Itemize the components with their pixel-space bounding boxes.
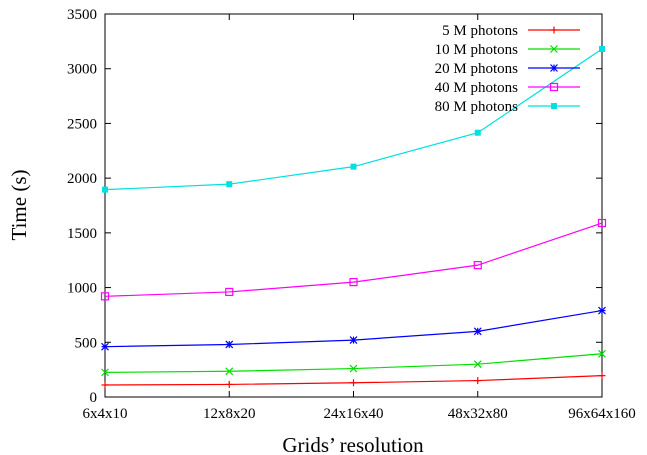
series-1 bbox=[101, 372, 606, 389]
series-3 bbox=[101, 306, 606, 351]
x-tick-label: 12x8x20 bbox=[203, 406, 256, 422]
point-marker bbox=[550, 64, 558, 72]
point-marker bbox=[598, 306, 606, 315]
marker-square bbox=[225, 287, 234, 297]
marker-square bbox=[102, 186, 108, 193]
marker-square bbox=[549, 82, 559, 92]
series-2 bbox=[101, 349, 606, 377]
point-marker bbox=[549, 82, 559, 92]
marker-stroke bbox=[550, 64, 558, 72]
point-marker bbox=[349, 278, 358, 287]
point-marker bbox=[349, 364, 358, 373]
legend-label: 10 M photons bbox=[435, 42, 519, 58]
point-marker bbox=[550, 45, 558, 53]
x-tick-label: 24x16x40 bbox=[324, 406, 384, 422]
marker-stroke bbox=[598, 306, 606, 315]
marker-square bbox=[474, 129, 481, 136]
x-tick-label: 96x64x160 bbox=[568, 406, 636, 422]
point-marker bbox=[101, 381, 109, 389]
y-tick-label: 500 bbox=[75, 335, 98, 351]
point-marker bbox=[225, 287, 234, 297]
legend-label: 40 M photons bbox=[435, 80, 519, 96]
point-marker bbox=[474, 377, 482, 385]
point-marker bbox=[598, 372, 606, 380]
point-marker bbox=[102, 186, 108, 193]
series-line bbox=[104, 222, 603, 297]
marker-stroke bbox=[225, 367, 234, 376]
legend-label: 5 M photons bbox=[442, 23, 518, 39]
legend-item: 80 M photons bbox=[435, 99, 580, 115]
y-axis: 0 500 1000 1500 2000 2500 3000 3500 bbox=[67, 7, 602, 406]
series-4 bbox=[100, 218, 607, 301]
point-marker bbox=[225, 367, 234, 376]
point-marker bbox=[101, 368, 109, 377]
marker-stroke bbox=[349, 336, 358, 345]
point-marker bbox=[101, 342, 109, 351]
point-marker bbox=[473, 327, 482, 336]
y-axis-label: Time (s) bbox=[7, 170, 31, 241]
marker-square bbox=[551, 103, 557, 109]
legend-label: 20 M photons bbox=[435, 61, 519, 77]
marker-stroke bbox=[101, 368, 109, 377]
marker-square bbox=[349, 278, 358, 287]
legend-item: 40 M photons bbox=[435, 80, 580, 96]
legend-item: 10 M photons bbox=[435, 42, 580, 58]
marker-square bbox=[473, 261, 482, 270]
y-tick-label: 0 bbox=[90, 390, 98, 406]
marker-square bbox=[100, 292, 110, 301]
point-marker bbox=[350, 379, 357, 387]
y-tick-label: 1500 bbox=[67, 226, 97, 242]
legend-label: 80 M photons bbox=[435, 99, 519, 115]
point-marker bbox=[225, 340, 234, 349]
series-line bbox=[104, 353, 603, 373]
point-marker bbox=[598, 349, 606, 358]
x-tick-label: 6x4x10 bbox=[83, 406, 128, 422]
series-5 bbox=[102, 46, 605, 193]
legend: 5 M photons 10 M photons 20 M photons 40 M … bbox=[435, 23, 580, 115]
point-marker bbox=[226, 181, 233, 188]
point-marker bbox=[597, 218, 607, 228]
marker-square bbox=[350, 163, 357, 170]
marker-stroke bbox=[473, 327, 482, 336]
marker-stroke bbox=[349, 364, 358, 373]
y-tick-label: 2500 bbox=[67, 116, 97, 132]
legend-item: 5 M photons bbox=[442, 23, 580, 39]
point-marker bbox=[473, 360, 482, 369]
point-marker bbox=[473, 261, 482, 270]
y-tick-label: 3500 bbox=[67, 7, 97, 23]
y-tick-label: 2000 bbox=[67, 171, 97, 187]
y-tick-label: 3000 bbox=[67, 62, 97, 78]
marker-stroke bbox=[473, 360, 482, 369]
marker-stroke bbox=[598, 349, 606, 358]
series-layer bbox=[100, 46, 607, 389]
marker-stroke bbox=[550, 45, 558, 53]
point-marker bbox=[474, 129, 481, 136]
marker-square bbox=[599, 46, 605, 53]
x-axis-label: Grids’ resolution bbox=[282, 433, 424, 455]
point-marker bbox=[551, 103, 557, 109]
point-marker bbox=[599, 46, 605, 53]
x-axis: 6x4x10 12x8x20 24x16x40 48x32x80 96x64x160 bbox=[83, 14, 636, 422]
point-marker bbox=[100, 292, 110, 301]
point-marker bbox=[350, 163, 357, 170]
x-tick-label: 48x32x80 bbox=[448, 406, 508, 422]
marker-square bbox=[597, 218, 607, 228]
marker-stroke bbox=[101, 342, 109, 351]
point-marker bbox=[349, 336, 358, 345]
point-marker bbox=[550, 26, 558, 34]
marker-stroke bbox=[225, 340, 234, 349]
marker-square bbox=[226, 181, 233, 188]
y-tick-label: 1000 bbox=[67, 281, 97, 297]
point-marker bbox=[225, 380, 233, 388]
legend-item: 20 M photons bbox=[435, 61, 580, 77]
